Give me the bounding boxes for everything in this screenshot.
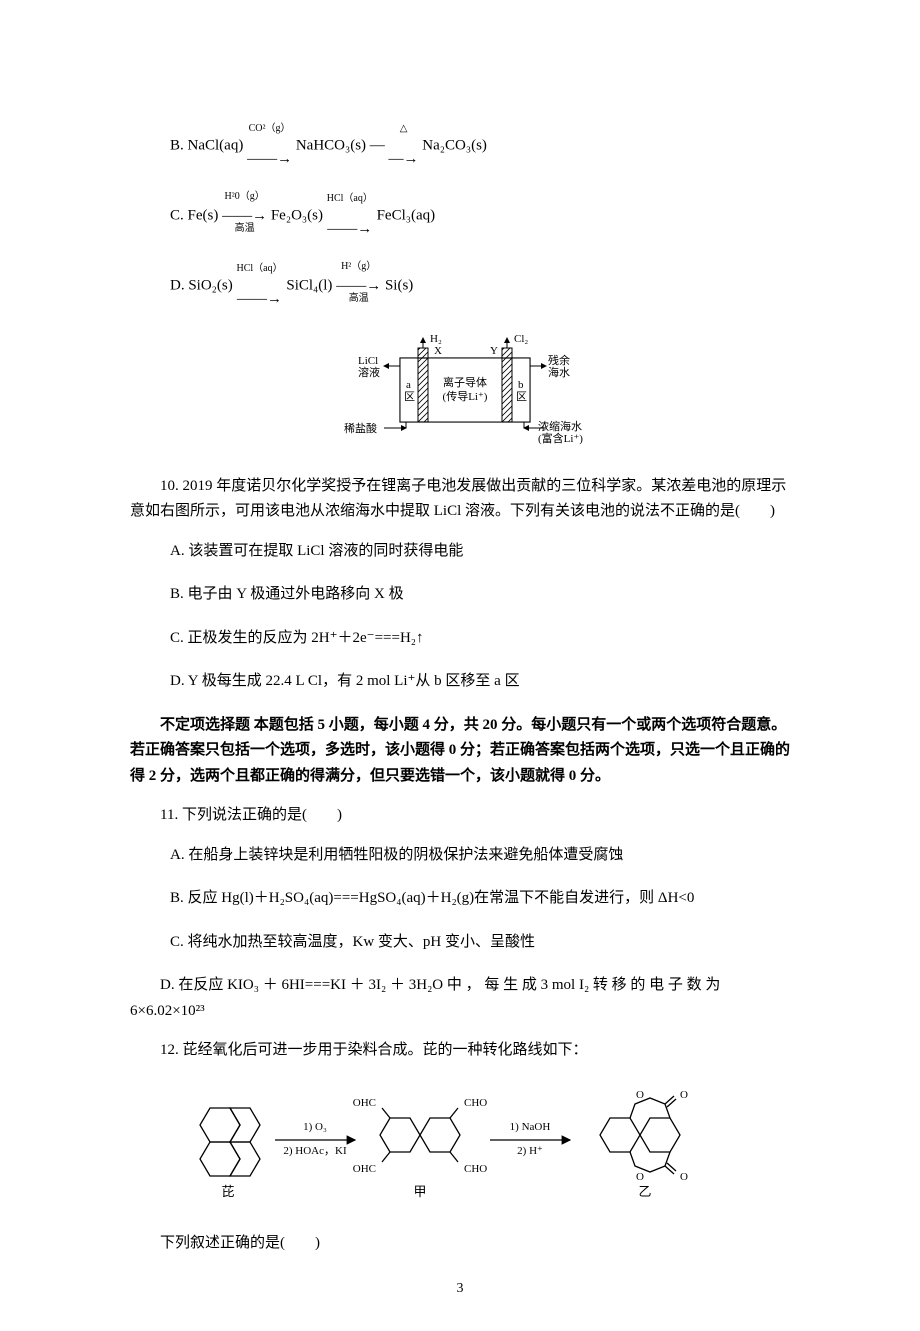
q11-option-d: D. 在反应 KIO₃ ＋ 6HI===KI ＋ 3I₂ ＋ 3H₂O 中 ， … [130,973,790,1024]
label: C. [170,207,184,223]
yi-label: 乙 [638,1184,651,1199]
residual2: 海水 [548,365,570,379]
section-note: 不定项选择题 本题包括 5 小题，每小题 4 分，共 20 分。每小题只有一个或… [130,713,790,790]
b2-label: 区 [516,391,527,403]
pyrene-label: 芘 [221,1184,234,1199]
cond-top: CO²（g） [249,123,291,134]
licl-label: LiCl [358,355,378,367]
step2b: 2) H⁺ [517,1145,543,1157]
o2: O [680,1089,688,1101]
center1: 离子导体 [443,375,487,389]
x-label: X [434,345,442,357]
rhs: FeCl₃(aq) [377,207,436,223]
page-number: 3 [0,1277,920,1301]
residual1: 残余 [548,353,570,367]
q12-scheme: 芘 1) O₃ 2) HOAc，KI OHC CHO OHC CHO 甲 [130,1078,790,1218]
ohc2: OHC [353,1163,376,1175]
q11-option-c: C. 将纯水加热至较高温度，Kw 变大、pH 变小、呈酸性 [170,930,790,956]
ohc1: OHC [353,1097,376,1109]
step1a: 1) O₃ [303,1121,327,1133]
cond-top: H²（g） [341,261,376,272]
cond-top: HCl（aq） [327,193,373,204]
arrow-icon: ——→ [327,221,372,237]
a-label: a [406,379,411,391]
o1: O [636,1089,644,1101]
q10-option-d: D. Y 极每生成 22.4 L Cl，有 2 mol Li⁺从 b 区移至 a… [170,669,790,695]
mid: NaHCO₃(s) [296,137,366,153]
q11-option-b: B. 反应 Hg(l)＋H₂SO₄(aq)===HgSO₄(aq)＋H₂(g)在… [170,886,790,912]
rhs: Na₂CO₃(s) [422,137,487,153]
q12-after: 下列叙述正确的是( ) [130,1231,790,1257]
rhs: Si(s) [385,277,413,293]
lhs: Fe(s) [188,207,219,223]
label: B. [170,137,184,153]
q11-stem: 11. 下列说法正确的是( ) [130,803,790,829]
h2-label: H₂ [430,333,442,345]
label: D. [170,277,185,293]
b-label: b [518,379,524,391]
a2-label: 区 [404,391,415,403]
arrow-icon: —→ [389,151,419,167]
cho1: CHO [464,1097,487,1109]
o4: O [680,1171,688,1183]
lhs: NaCl(aq) [188,137,244,153]
arrow-icon: ——→ [222,208,267,224]
arrow-icon: ——→ [336,278,381,294]
q10-option-a: A. 该装置可在提取 LiCl 溶液的同时获得电能 [170,539,790,565]
dilute-hcl: 稀盐酸 [344,421,377,435]
q12-stem: 12. 芘经氧化后可进一步用于染料合成。芘的一种转化路线如下： [130,1038,790,1064]
cond-top: H²0（g） [224,191,264,202]
licl2-label: 溶液 [358,365,380,379]
cond-top: △ [400,123,408,134]
conc2: (富含Li⁺) [538,431,583,445]
cho2: CHO [464,1163,487,1175]
o3: O [636,1171,644,1183]
jia-label: 甲 [413,1184,426,1199]
q9-option-c: C. Fe(s) H²0（g） ——→ 高温 Fe₂O₃(s) HCl（aq） … [170,190,790,242]
cond-bot: 高温 [349,293,369,304]
q9-option-b: B. NaCl(aq) CO²（g） ——→ NaHCO₃(s) — △ —→ … [170,120,790,172]
step1b: 2) HOAc，KI [283,1145,347,1157]
conc1: 浓缩海水 [538,419,582,433]
q10-figure: H₂ Cl₂ X Y LiCl 溶液 残余 海水 a 区 b 区 离子导体 (传… [130,330,790,460]
cl2-label: Cl₂ [514,333,528,345]
y-label: Y [490,345,498,357]
mid: SiCl₄(l) [286,277,332,293]
q10-option-c: C. 正极发生的反应为 2H⁺＋2e⁻===H₂↑ [170,626,790,652]
cond-top: HCl（aq） [237,263,283,274]
mid: Fe₂O₃(s) [271,207,323,223]
center2: (传导Li⁺) [443,390,488,403]
q11-option-a: A. 在船身上装锌块是利用牺牲阳极的阴极保护法来避免船体遭受腐蚀 [170,843,790,869]
arrow-icon: ——→ [237,291,282,307]
lhs: SiO₂(s) [188,277,232,293]
step2a: 1) NaOH [510,1121,551,1133]
arrow-icon: ——→ [247,151,292,167]
dash: — [370,137,389,153]
q10-option-b: B. 电子由 Y 极通过外电路移向 X 极 [170,582,790,608]
cond-bot: 高温 [235,223,255,234]
q9-option-d: D. SiO₂(s) HCl（aq） ——→ SiCl₄(l) H²（g） ——… [170,260,790,312]
q10-stem: 10. 2019 年度诺贝尔化学奖授予在锂离子电池发展做出贡献的三位科学家。某浓… [130,474,790,525]
